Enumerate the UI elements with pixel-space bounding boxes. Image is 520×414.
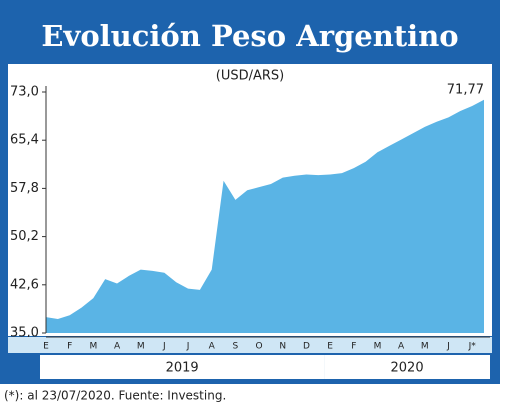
x-tick-label: F [67,342,72,352]
y-tick-label: 65,4 [10,133,39,148]
y-tick-label: 73,0 [10,85,39,100]
subtitle: (USD/ARS) [216,69,284,84]
x-tick-label: M [89,342,97,352]
x-tick-label: D [303,342,310,352]
area [46,99,484,334]
x-tick-label: M [137,342,145,352]
x-tick-label: J [446,342,450,352]
y-tick-label: 35,0 [10,326,39,341]
x-tick-label: A [398,342,405,352]
x-tick-label: J [186,342,190,352]
x-tick-label: M [421,342,429,352]
x-tick-label: N [279,342,286,352]
x-tick-label: E [43,342,49,352]
year-box [40,355,325,379]
value-label: 71,77 [447,82,484,97]
x-axis-band [8,337,492,353]
x-tick-label: A [114,342,121,352]
x-tick-label: J [162,342,166,352]
x-tick-label: A [209,342,216,352]
x-tick-label: S [233,342,239,352]
y-tick-label: 57,8 [10,181,39,196]
x-tick-label: O [256,342,263,352]
year-label: 2020 [391,361,424,376]
year-box [324,355,490,379]
x-tick-label: J* [468,342,477,352]
x-tick-label: F [351,342,356,352]
chart-title: Evolución Peso Argentino [41,19,458,53]
x-tick-label: E [327,342,333,352]
y-tick-label: 42,6 [10,277,39,292]
year-label: 2019 [166,361,199,376]
x-tick-label: M [374,342,382,352]
note: (*): al 23/07/2020. Fuente: Investing. [4,389,226,403]
y-tick-label: 50,2 [10,229,39,244]
